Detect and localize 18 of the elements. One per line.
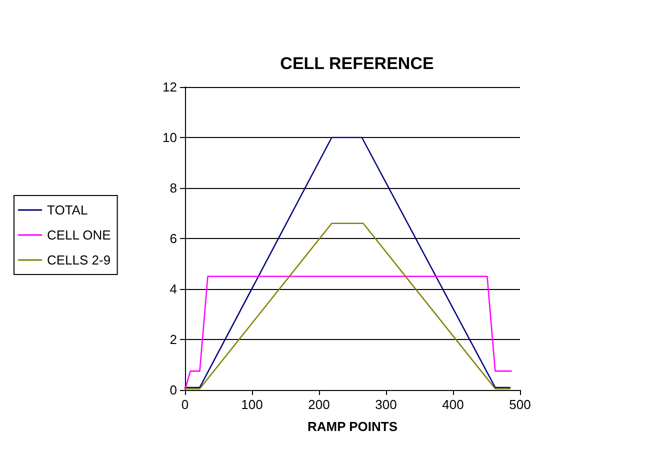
y-tick-label: 4 <box>170 282 177 296</box>
legend-label: TOTAL <box>47 202 88 218</box>
y-tick-label: 8 <box>170 180 177 196</box>
legend-label: CELLS 2-9 <box>47 252 111 268</box>
legend-label: CELL ONE <box>47 228 112 242</box>
y-tick-label: 10 <box>162 130 177 145</box>
y-tick-label: 12 <box>162 80 177 94</box>
y-tick-label: 0 <box>170 382 177 398</box>
y-tick-label: 2 <box>170 332 177 347</box>
x-tick-label: 0 <box>181 397 189 412</box>
x-axis-title: RAMP POINTS <box>307 419 398 434</box>
x-tick-label: 400 <box>442 397 464 412</box>
x-tick-label: 200 <box>308 397 330 412</box>
x-tick-label: 500 <box>509 397 531 412</box>
x-tick-label: 100 <box>241 397 263 412</box>
x-tick-label: 300 <box>375 397 397 412</box>
chart-title: CELL REFERENCE <box>280 54 434 73</box>
y-tick-label: 6 <box>170 231 177 246</box>
